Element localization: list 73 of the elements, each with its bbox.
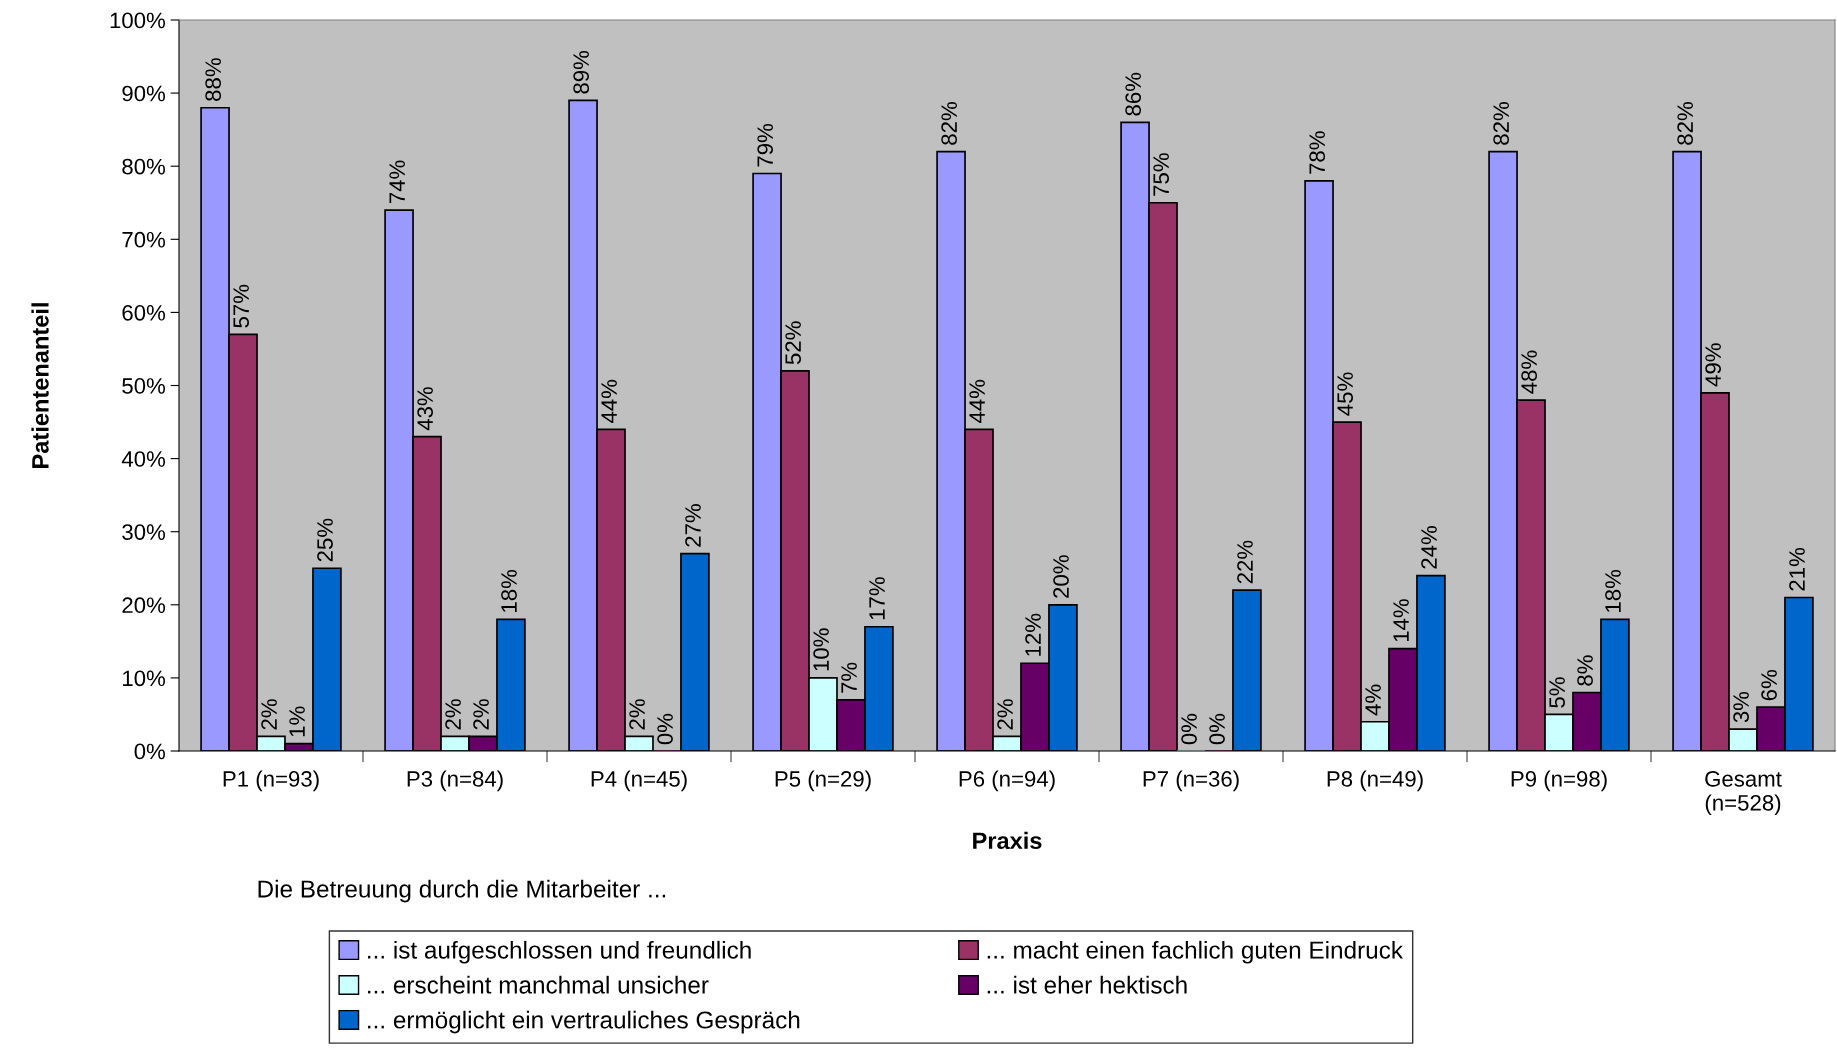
data-label: 5% bbox=[1549, 677, 1565, 708]
data-label: 52% bbox=[785, 321, 801, 365]
data-label: 0% bbox=[1209, 713, 1225, 745]
data-label: 10% bbox=[813, 628, 829, 671]
data-label: 4% bbox=[1365, 684, 1381, 716]
data-label: 74% bbox=[389, 160, 405, 204]
data-label: 17% bbox=[869, 577, 885, 620]
y-tick-label: 90% bbox=[122, 85, 166, 102]
y-tick-label: 80% bbox=[122, 158, 166, 175]
y-tick-label: 30% bbox=[122, 524, 166, 540]
y-tick-label: 40% bbox=[121, 451, 166, 467]
data-label: 25% bbox=[317, 518, 333, 562]
data-label: 14% bbox=[1393, 599, 1409, 642]
x-tick-label: P1 (n=93) bbox=[223, 770, 319, 792]
data-label: 2% bbox=[473, 699, 489, 730]
data-label: 20% bbox=[1053, 555, 1069, 598]
legend-label: ... macht einen fachlich guten Eindruck bbox=[987, 940, 1404, 964]
legend-label: ... ist aufgeschlossen und freundlich bbox=[368, 940, 751, 964]
data-label: 82% bbox=[941, 102, 958, 145]
y-tick-label: 50% bbox=[122, 378, 166, 394]
data-label: 1% bbox=[289, 706, 305, 737]
data-label: 2% bbox=[261, 699, 277, 730]
data-label: 82% bbox=[1677, 102, 1694, 145]
data-label: 88% bbox=[205, 58, 222, 101]
data-label: 44% bbox=[601, 379, 617, 423]
data-label: 18% bbox=[1605, 569, 1621, 612]
data-label: 12% bbox=[1025, 613, 1041, 656]
data-label: 2% bbox=[445, 699, 461, 730]
data-label: 0% bbox=[657, 713, 673, 745]
y-tick-label: 60% bbox=[122, 304, 166, 321]
legend-title: Die Betreuung durch die Mitarbeiter ... bbox=[258, 879, 666, 903]
data-label: 79% bbox=[757, 123, 774, 167]
y-tick-label: 10% bbox=[123, 670, 166, 687]
data-label: 89% bbox=[573, 50, 590, 94]
y-tick-label: 70% bbox=[122, 231, 166, 248]
data-label: 2% bbox=[629, 699, 645, 730]
x-tick-label: P8 (n=49) bbox=[1327, 770, 1423, 792]
data-label: 21% bbox=[1789, 547, 1805, 591]
data-label: 45% bbox=[1337, 372, 1353, 416]
x-tick-label: P3 (n=84) bbox=[407, 770, 503, 792]
x-tick-label: P5 (n=29) bbox=[775, 770, 871, 792]
x-tick-label: P6 (n=94) bbox=[959, 770, 1055, 792]
x-axis-title: Praxis bbox=[973, 831, 1042, 850]
data-label: 24% bbox=[1421, 526, 1437, 569]
y-tick-label: 100% bbox=[110, 12, 166, 29]
data-label: 44% bbox=[969, 379, 985, 423]
x-tick-label: P9 (n=98) bbox=[1511, 770, 1607, 792]
legend-label: ... ermöglicht ein vertrauliches Gespräch bbox=[368, 1010, 800, 1034]
x-tick-label: P7 (n=36) bbox=[1143, 770, 1239, 792]
data-label: 43% bbox=[417, 387, 433, 431]
data-label: 48% bbox=[1521, 350, 1537, 394]
data-label: 22% bbox=[1237, 540, 1253, 584]
data-label: 8% bbox=[1577, 655, 1593, 686]
data-label: 6% bbox=[1761, 669, 1777, 701]
y-tick-label: 20% bbox=[122, 597, 166, 614]
data-label: 82% bbox=[1493, 102, 1510, 145]
data-label: 49% bbox=[1705, 343, 1721, 387]
data-label: 75% bbox=[1153, 153, 1169, 196]
legend-label: ... erscheint manchmal unsicher bbox=[368, 975, 709, 994]
y-axis-title: Patientenanteil bbox=[31, 303, 49, 468]
data-label: 86% bbox=[1125, 72, 1142, 116]
x-tick-label: Gesamt (n=528) bbox=[1705, 771, 1782, 816]
legend-label: ... ist eher hektisch bbox=[987, 975, 1187, 994]
data-label: 3% bbox=[1733, 691, 1749, 723]
data-label: 27% bbox=[685, 504, 701, 547]
x-tick-label: P4 (n=45) bbox=[591, 770, 687, 792]
y-tick-label: 0% bbox=[134, 743, 166, 760]
data-label: 18% bbox=[501, 569, 517, 612]
data-label: 57% bbox=[233, 284, 249, 328]
data-label: 2% bbox=[997, 699, 1013, 730]
data-label: 0% bbox=[1181, 713, 1197, 745]
data-label: 7% bbox=[841, 662, 857, 693]
data-label: 78% bbox=[1309, 131, 1326, 174]
